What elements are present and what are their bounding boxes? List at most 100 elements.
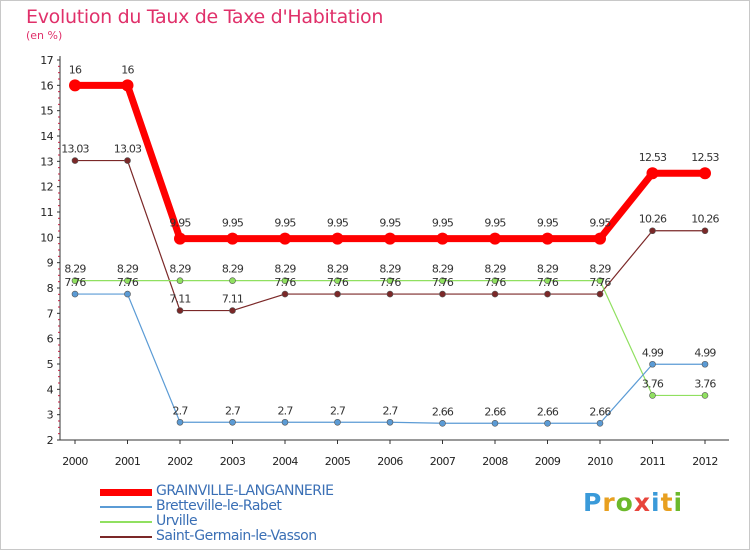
- data-point: [699, 167, 711, 180]
- data-point: [334, 290, 341, 298]
- data-point: [491, 277, 499, 284]
- y-tick-label: 9: [47, 257, 54, 270]
- data-point: [544, 419, 551, 427]
- legend-swatch: [100, 521, 152, 523]
- y-tick-label: 7: [47, 307, 54, 320]
- data-label: 2.7: [277, 404, 293, 417]
- data-label: 7.76: [64, 276, 86, 289]
- logo-letter: t: [660, 488, 674, 517]
- data-point: [489, 232, 501, 245]
- y-tick-label: 15: [40, 105, 53, 118]
- data-point: [176, 418, 184, 426]
- x-tick-label: 2010: [587, 455, 613, 468]
- data-point: [176, 307, 184, 314]
- x-tick-label: 2005: [325, 455, 351, 468]
- data-label: 9.95: [484, 217, 506, 230]
- chart-subtitle: (en %): [26, 29, 63, 42]
- data-label: 8.29: [222, 263, 244, 276]
- data-label: 7.76: [432, 276, 454, 289]
- data-point: [121, 79, 134, 92]
- data-point: [281, 418, 289, 426]
- data-point: [649, 227, 656, 235]
- data-label: 8.29: [274, 263, 296, 276]
- y-tick-label: 6: [47, 333, 54, 346]
- y-tick-label: 2: [47, 434, 53, 447]
- data-labels: 16 16 9.95 9.95 9.95 9.95 9.95 9.95 9.95 9.95 9.95…: [61, 63, 720, 418]
- data-label: 9.95: [432, 217, 454, 230]
- data-label: 8.29: [64, 263, 86, 276]
- legend-label: Bretteville-le-Rabet: [156, 498, 282, 514]
- logo-letter: P: [583, 488, 603, 517]
- data-point: [544, 277, 551, 284]
- data-point: [229, 307, 236, 314]
- legend-swatch: [100, 506, 152, 508]
- data-label: 4.99: [642, 346, 664, 359]
- data-point: [649, 360, 656, 368]
- data-point: [334, 277, 341, 284]
- data-label: 2.7: [225, 404, 241, 417]
- data-point: [701, 392, 709, 399]
- x-tick-label: 2000: [62, 455, 88, 468]
- y-tick-label: 14: [40, 130, 53, 143]
- data-label: 10.26: [639, 213, 667, 226]
- x-tick-label: 2004: [272, 455, 298, 468]
- data-point: [436, 232, 449, 245]
- data-point: [646, 167, 659, 180]
- data-label: 13.03: [61, 143, 89, 156]
- data-label: 16: [121, 63, 134, 76]
- x-tick-label: 2002: [167, 455, 193, 468]
- data-point: [334, 418, 341, 426]
- data-label: 2.7: [330, 404, 346, 417]
- data-point: [124, 290, 131, 298]
- data-point: [491, 290, 499, 298]
- data-label: 7.76: [589, 276, 611, 289]
- data-point: [331, 232, 344, 245]
- data-point: [71, 290, 79, 298]
- logo-letter: o: [615, 488, 634, 517]
- data-point: [596, 277, 604, 284]
- x-tick-label: 2003: [220, 455, 246, 468]
- series-layer: [69, 79, 711, 427]
- data-point: [439, 290, 446, 298]
- data-label: 8.29: [484, 263, 506, 276]
- data-point: [439, 419, 446, 427]
- data-point: [649, 392, 656, 399]
- chart-title: Evolution du Taux de Taxe d'Habitation: [26, 6, 384, 28]
- data-label: 12.53: [691, 151, 719, 164]
- data-label: 9.95: [222, 217, 244, 230]
- legend-label: Saint-Germain-le-Vasson: [156, 528, 317, 544]
- data-label: 12.53: [639, 151, 667, 164]
- legend-swatch: [100, 536, 152, 538]
- data-label: 2.66: [432, 405, 454, 418]
- data-point: [176, 277, 184, 284]
- data-point: [279, 232, 291, 245]
- data-point: [281, 290, 289, 298]
- data-label: 13.03: [114, 143, 142, 156]
- legend-swatch: [100, 488, 152, 496]
- data-point: [596, 419, 604, 427]
- data-point: [229, 418, 236, 426]
- proxiti-logo: Proxiti: [583, 488, 683, 517]
- data-point: [71, 157, 79, 164]
- data-point: [701, 227, 709, 235]
- data-point: [384, 232, 396, 245]
- data-label: 7.76: [379, 276, 401, 289]
- data-label: 8.29: [432, 263, 454, 276]
- data-point: [124, 277, 131, 284]
- data-label: 3.76: [642, 377, 664, 390]
- data-point: [71, 277, 79, 284]
- x-tick-label: 2001: [115, 455, 141, 468]
- data-point: [701, 360, 709, 368]
- x-tick-label: 2011: [640, 455, 666, 468]
- y-tick-label: 17: [40, 54, 53, 67]
- logo-letter: x: [633, 488, 651, 517]
- y-tick-label: 12: [40, 181, 53, 194]
- x-tick-label: 2006: [377, 455, 403, 468]
- data-point: [229, 277, 236, 284]
- data-label: 8.29: [537, 263, 559, 276]
- data-label: 7.76: [537, 276, 559, 289]
- data-label: 2.66: [484, 405, 506, 418]
- data-point: [174, 232, 186, 245]
- data-label: 10.26: [691, 213, 719, 226]
- data-label: 7.76: [274, 276, 296, 289]
